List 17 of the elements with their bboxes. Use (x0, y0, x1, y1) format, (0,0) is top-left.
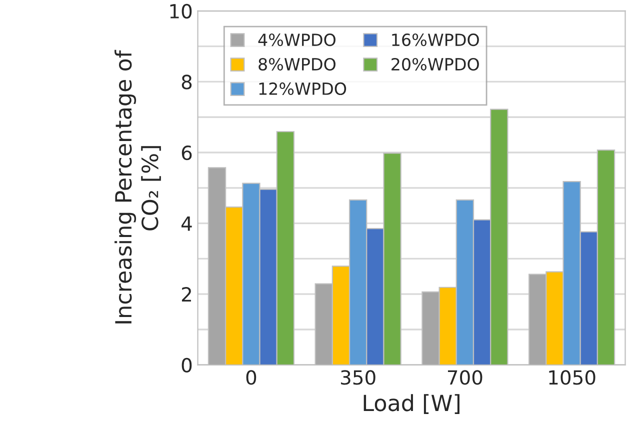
legend-label: 16%WPDO (392, 34, 479, 46)
x-tick-label: 0 (246, 370, 256, 385)
y-axis-title: Increasing Percentage of CO₂ [%] (114, 50, 161, 324)
legend-label: 20%WPDO (392, 58, 479, 71)
y-tick-label: 8 (182, 74, 192, 90)
y-tick-label: 10 (170, 4, 192, 19)
x-tick-label: 700 (448, 370, 482, 385)
y-tick-label: 2 (182, 287, 191, 302)
y-tick-label: 0 (182, 358, 192, 373)
legend-label: 4%WPDO (258, 34, 336, 46)
x-axis-title: Load [W] (364, 394, 460, 414)
legend-label: 12%WPDO (259, 82, 346, 96)
y-tick-label: 6 (182, 145, 192, 160)
legend-label: 8%WPDO (258, 58, 336, 71)
y-tick-label: 4 (182, 216, 192, 231)
x-tick-label: 350 (341, 370, 376, 385)
x-tick-label: 1050 (549, 370, 596, 385)
